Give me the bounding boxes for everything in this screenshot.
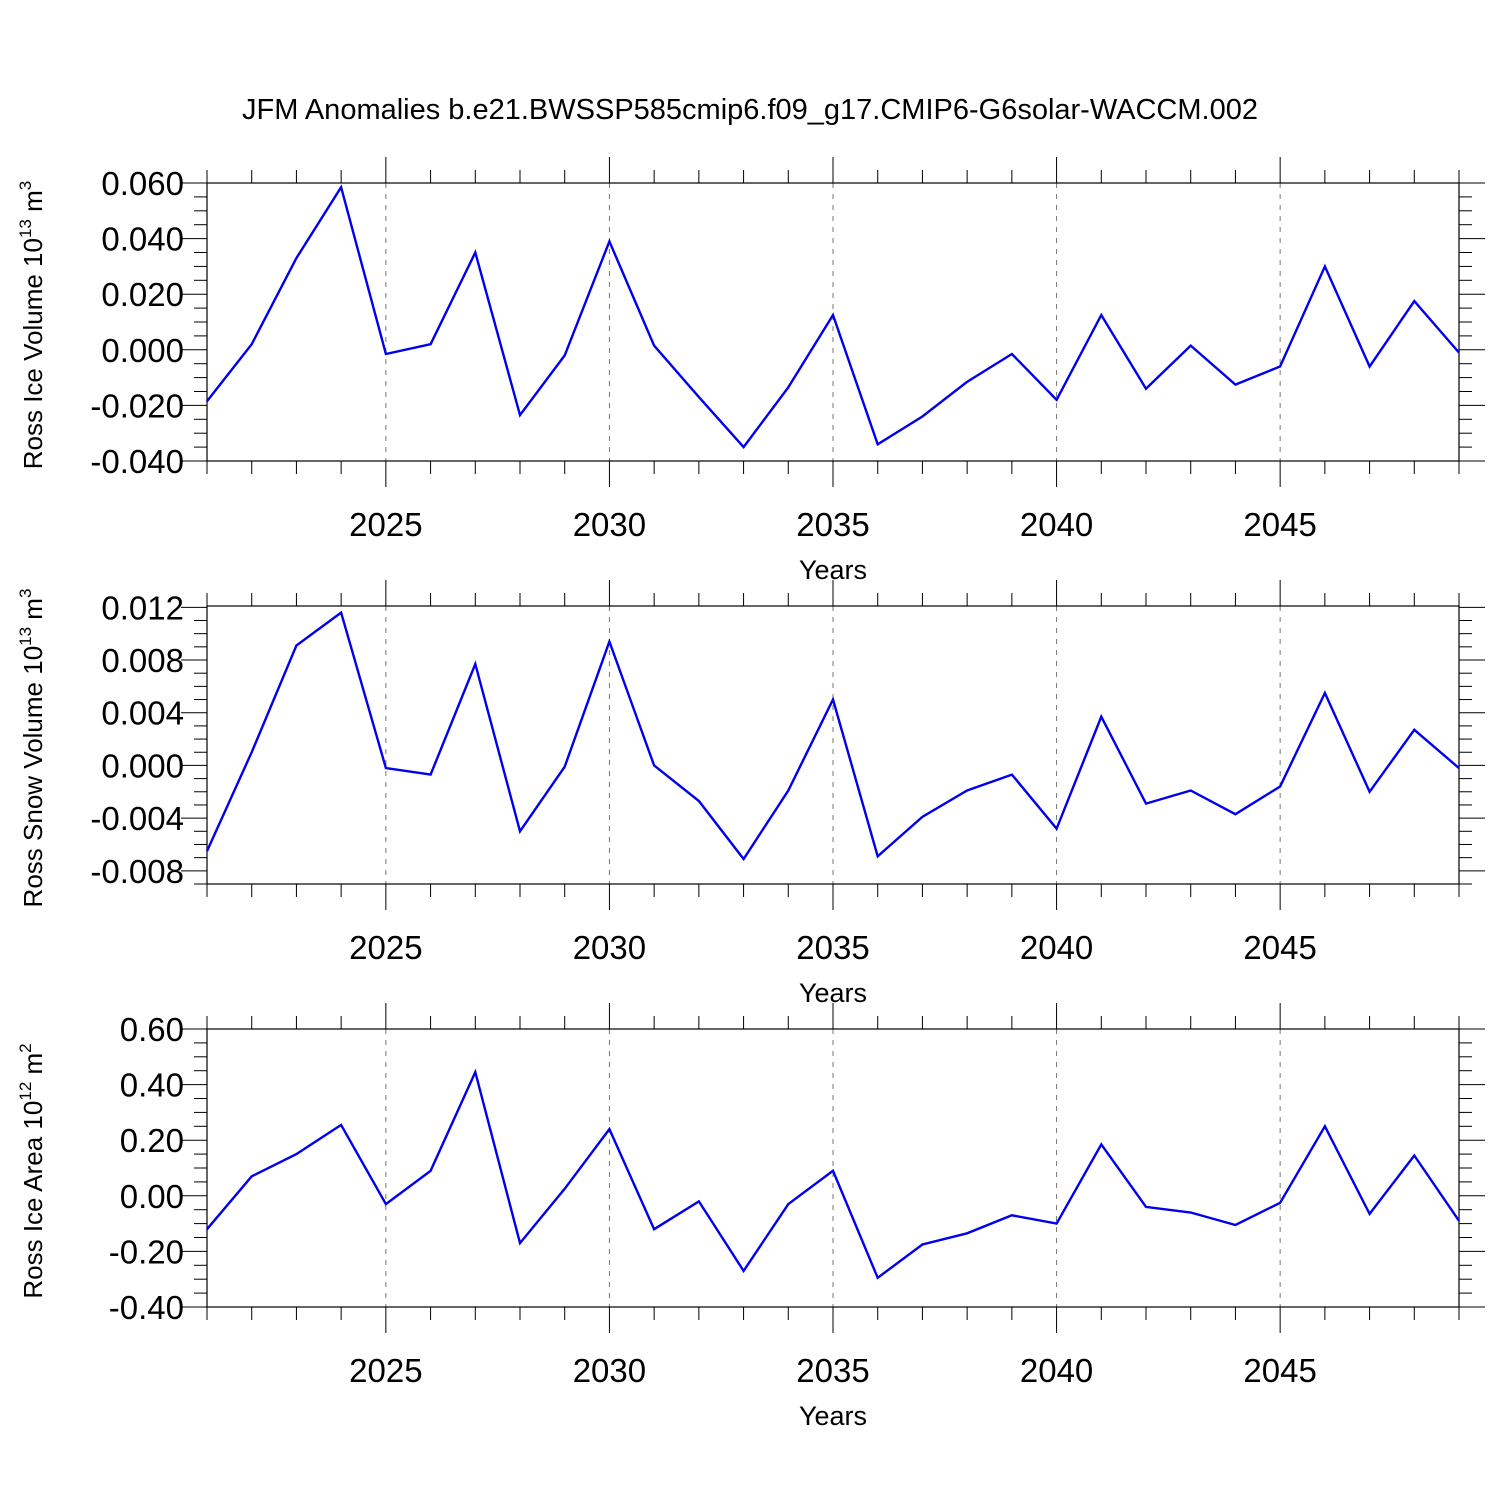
x-tick-label-2045: 2045 (1243, 1352, 1316, 1389)
y-axis-label-unit: m (18, 1053, 48, 1082)
x-tick-label-2040: 2040 (1020, 1352, 1093, 1389)
y-tick-label: 0.60 (120, 1011, 184, 1048)
y-axis-label-unit-exponent: 3 (16, 181, 35, 190)
y-axis-label: Ross Ice Area 1012 m2 (16, 1043, 48, 1298)
y-tick-label: 0.012 (101, 589, 184, 626)
y-tick-label: -0.008 (90, 853, 184, 890)
y-tick-label: 0.40 (120, 1067, 184, 1104)
y-tick-label: 0.004 (101, 695, 184, 732)
x-tick-label-2035: 2035 (796, 506, 869, 543)
y-tick-label: 0.20 (120, 1122, 184, 1159)
y-tick-label: 0.000 (101, 747, 184, 784)
y-axis-label-main: Ross Ice Area 10 (18, 1101, 48, 1299)
y-tick-label: -0.020 (90, 387, 184, 424)
y-axis-label-main: Ross Ice Volume 10 (18, 238, 48, 469)
y-axis-label-exponent: 12 (16, 1082, 35, 1101)
x-tick-label-2045: 2045 (1243, 929, 1316, 966)
x-axis-label: Years (799, 1401, 867, 1431)
x-tick-label-2045: 2045 (1243, 506, 1316, 543)
plot-frame (206, 1028, 1460, 1308)
y-axis-label: Ross Snow Volume 1013 m3 (16, 589, 48, 908)
y-tick-label: -0.004 (90, 800, 184, 837)
panel-3: 0.60 0.40 0.20 0.00 -0.20 -0.40 2025 2030 2035 20… (16, 1003, 1485, 1431)
x-tick-label-2030: 2030 (573, 1352, 646, 1389)
x-tick-label-2025: 2025 (349, 929, 422, 966)
y-tick-label: -0.20 (109, 1233, 184, 1270)
x-tick-label-2040: 2040 (1020, 506, 1093, 543)
y-tick-label: 0.040 (101, 221, 184, 258)
panel-2: 0.012 0.008 0.004 0.000 -0.004 -0.008 2025 2030… (16, 580, 1485, 1008)
x-tick-label-2030: 2030 (573, 506, 646, 543)
series-line (206, 1068, 1460, 1280)
x-tick-label-2035: 2035 (796, 929, 869, 966)
y-tick-label: -0.40 (109, 1289, 184, 1326)
y-axis-label-unit-exponent: 2 (16, 1043, 35, 1052)
y-tick-label: 0.000 (101, 332, 184, 369)
x-tick-label-2030: 2030 (573, 929, 646, 966)
y-axis-label-exponent: 13 (16, 627, 35, 646)
y-tick-label: 0.00 (120, 1178, 184, 1215)
y-axis-label-unit-exponent: 3 (16, 589, 35, 598)
x-tick-label-2035: 2035 (796, 1352, 869, 1389)
x-tick-label-2025: 2025 (349, 506, 422, 543)
panel-1: 0.060 0.040 0.020 0.000 -0.020 -0.040 2025 2030… (16, 157, 1485, 585)
y-tick-label: -0.040 (90, 443, 184, 480)
y-axis-label-exponent: 13 (16, 219, 35, 238)
chart-title: JFM Anomalies b.e21.BWSSP585cmip6.f09_g1… (242, 94, 1258, 126)
y-tick-label: 0.008 (101, 642, 184, 679)
plot-frame (206, 182, 1460, 462)
y-axis-label-unit: m (18, 598, 48, 627)
x-tick-label-2040: 2040 (1020, 929, 1093, 966)
x-tick-label-2025: 2025 (349, 1352, 422, 1389)
y-axis-label-unit: m (18, 190, 48, 219)
plot-frame (206, 605, 1460, 885)
y-axis-label-main: Ross Snow Volume 10 (18, 646, 48, 908)
series-line (206, 184, 1460, 449)
y-axis-label: Ross Ice Volume 1013 m3 (16, 181, 48, 470)
y-tick-label: 0.060 (101, 165, 184, 202)
y-tick-label: 0.020 (101, 276, 184, 313)
series-line (205, 610, 1460, 862)
